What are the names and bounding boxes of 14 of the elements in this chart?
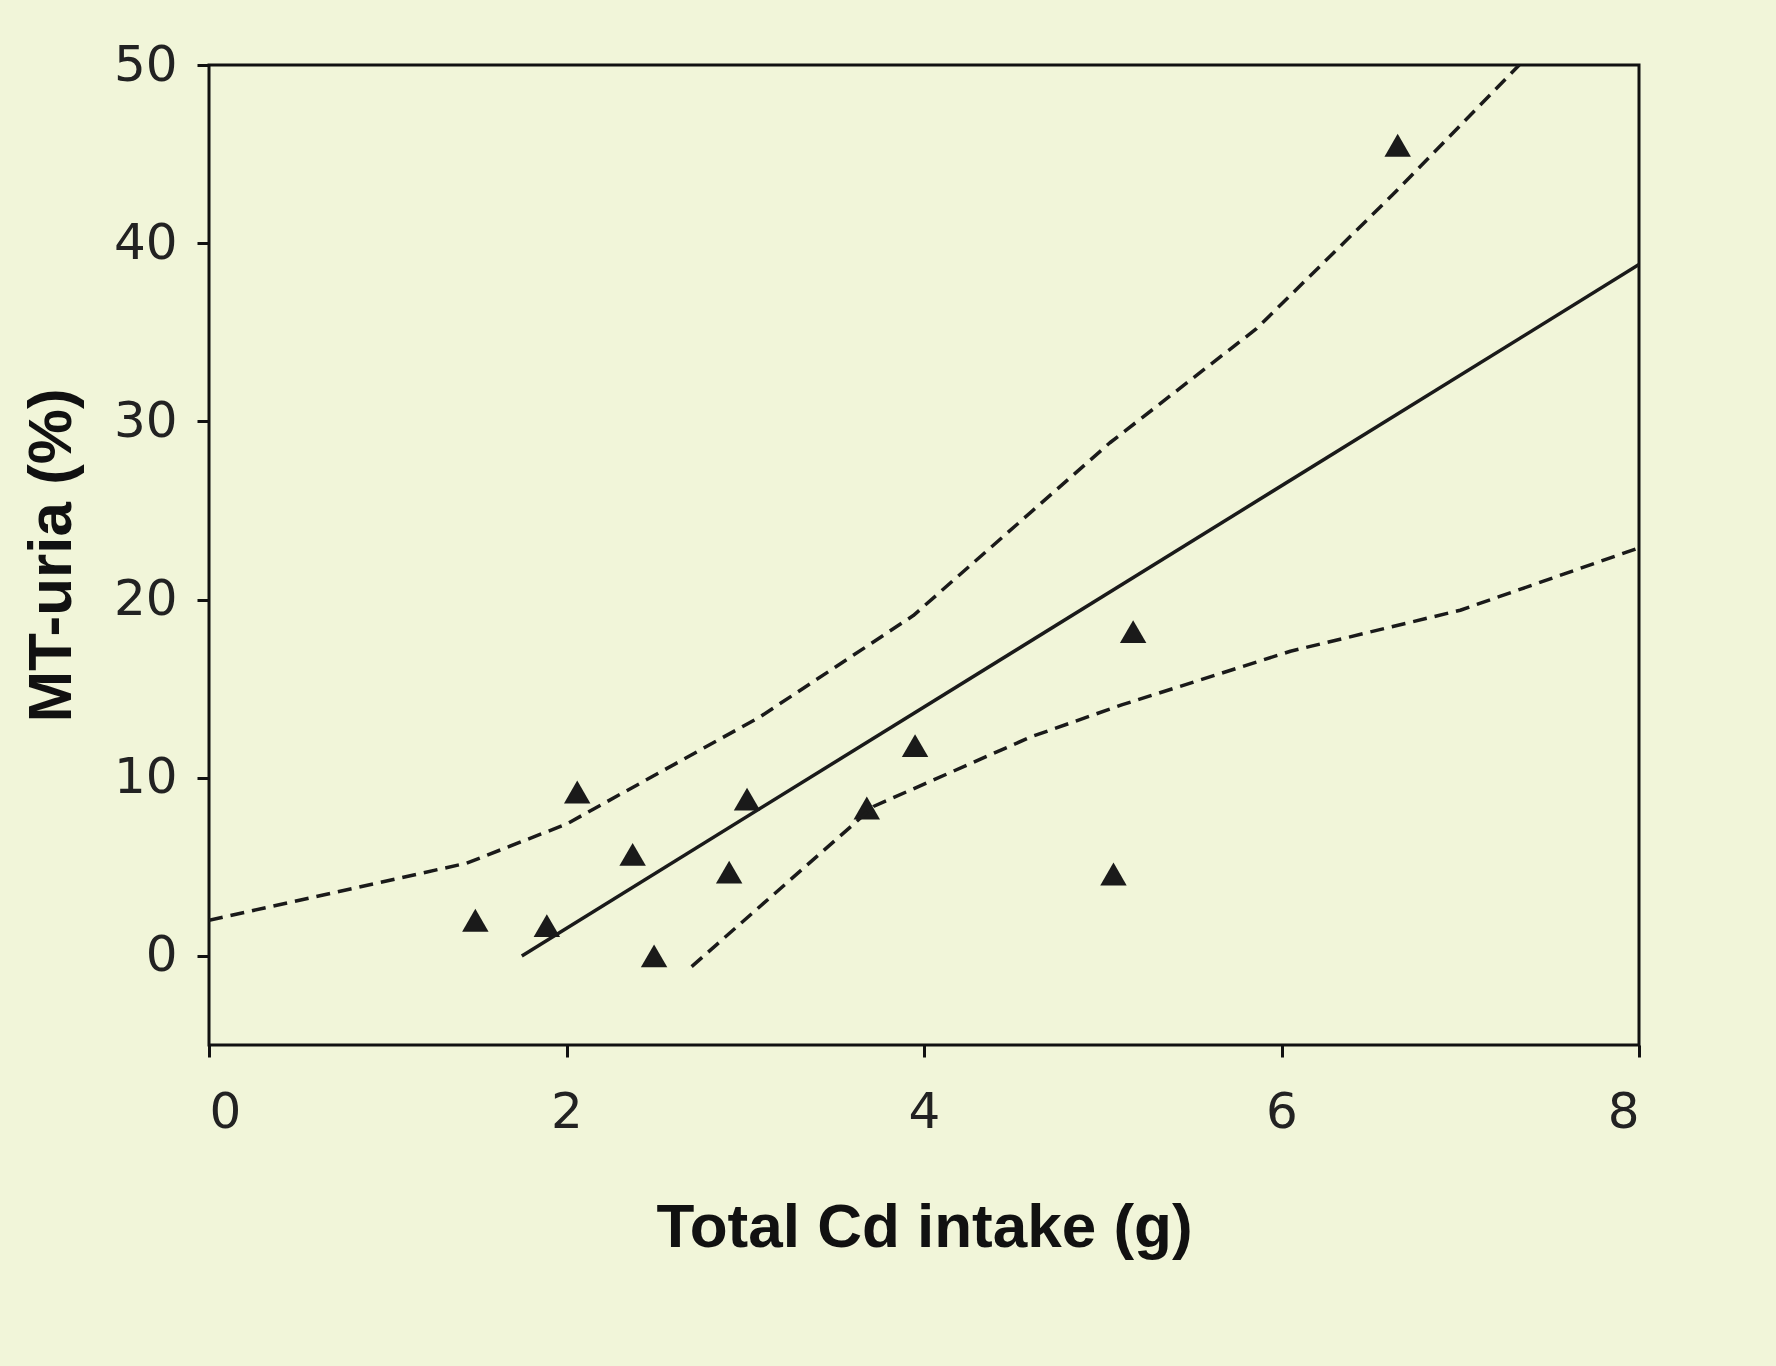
y-tick-label: 20 (113, 569, 178, 628)
y-tick-label: 40 (113, 212, 178, 271)
x-axis-title: Total Cd intake (g) (656, 1190, 1193, 1260)
x-tick-label: 0 (209, 1081, 242, 1140)
y-axis-title: MT-uria (%) (14, 388, 84, 723)
y-tick-label: 0 (145, 925, 178, 984)
y-tick-label: 30 (113, 390, 178, 449)
line-series (689, 546, 1639, 969)
y-tick-label: 50 (113, 34, 178, 93)
x-tick-label: 2 (551, 1081, 583, 1140)
y-tick-label: 10 (113, 747, 178, 806)
x-tick-label: 6 (1266, 1081, 1298, 1140)
x-tick-label: 8 (1607, 1081, 1640, 1140)
x-tick-label: 4 (908, 1081, 941, 1140)
